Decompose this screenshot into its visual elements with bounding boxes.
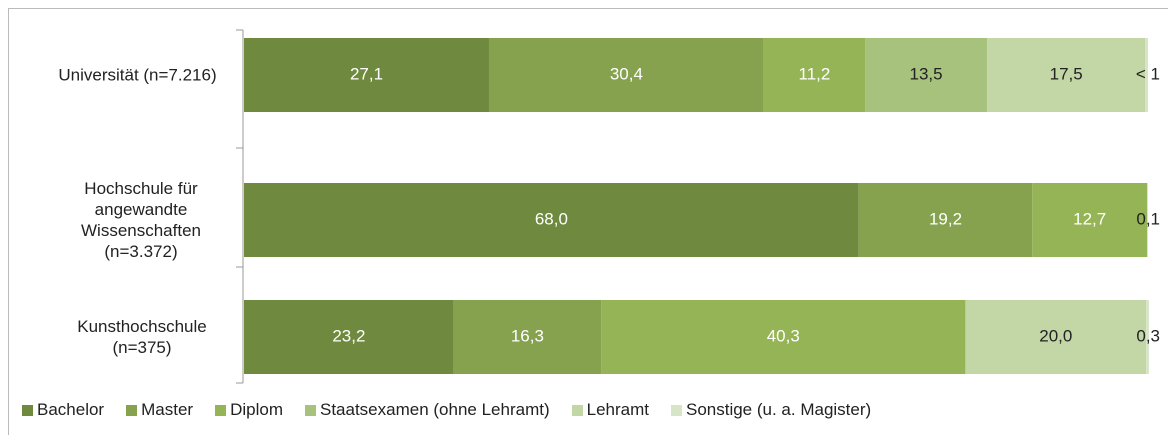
value-label: 68,0 — [535, 209, 568, 228]
value-label: 0,1 — [1136, 209, 1160, 228]
bar-segment — [965, 300, 1147, 374]
value-label: 19,2 — [929, 209, 962, 228]
legend-item: Bachelor — [22, 400, 104, 420]
legend-item: Diplom — [215, 400, 283, 420]
category-label: Hochschule für angewandte Wissenschaften… — [81, 179, 201, 261]
value-label: 30,4 — [610, 64, 643, 83]
bar-segment — [1146, 300, 1149, 374]
legend-item: Lehramt — [571, 400, 649, 420]
bar-segment — [865, 38, 988, 112]
value-label: 16,3 — [511, 326, 544, 345]
bar-segment — [1147, 183, 1148, 257]
value-label: 12,7 — [1073, 209, 1106, 228]
legend-label: Master — [141, 400, 194, 419]
bar-segment — [601, 300, 966, 374]
value-label: 23,2 — [332, 326, 365, 345]
value-label: 17,5 — [1050, 64, 1083, 83]
legend-swatch — [670, 404, 682, 416]
bar-segment — [1145, 38, 1148, 112]
legend-label: Bachelor — [37, 400, 105, 419]
frame — [8, 8, 1168, 435]
legend-swatch — [571, 404, 583, 416]
legend-swatch — [22, 404, 33, 416]
category-label: Kunsthochschule (n=375) — [77, 317, 207, 357]
bar-segment — [453, 300, 602, 374]
value-label: 11,2 — [799, 64, 831, 83]
legend-label: Lehramt — [586, 400, 649, 419]
bar-segment — [763, 38, 866, 112]
bar-segment — [244, 300, 454, 374]
legend-item: Staatsexamen (ohne Lehramt) — [304, 400, 550, 420]
value-label: 20,0 — [1039, 326, 1072, 345]
bar-segment — [244, 38, 489, 112]
legend-swatch — [215, 404, 227, 416]
value-label: 0,3 — [1136, 326, 1160, 345]
bar-segment — [1032, 183, 1148, 257]
bar-segment — [244, 183, 859, 257]
legend-item: Master — [126, 400, 193, 420]
legend-swatch — [304, 404, 316, 416]
legend: Bachelor Master Diplom Staatsexamen (ohne L… — [22, 400, 871, 420]
value-label: < 1 — [1136, 64, 1160, 83]
category-label: Universität (n=7.216) — [58, 65, 217, 85]
legend-item: Sonstige (u. a. Magister) — [670, 400, 872, 420]
value-label: 13,5 — [910, 64, 943, 83]
value-label: 40,3 — [767, 326, 800, 345]
legend-label: Sonstige (u. a. Magister) — [685, 400, 872, 419]
legend-label: Diplom — [230, 400, 283, 419]
value-label: 27,1 — [350, 64, 383, 83]
bar-segment — [488, 38, 764, 112]
legend-label: Staatsexamen (ohne Lehramt) — [319, 400, 550, 419]
bar-segment — [858, 183, 1033, 257]
bar-segment — [987, 38, 1146, 112]
legend-swatch — [126, 404, 138, 416]
